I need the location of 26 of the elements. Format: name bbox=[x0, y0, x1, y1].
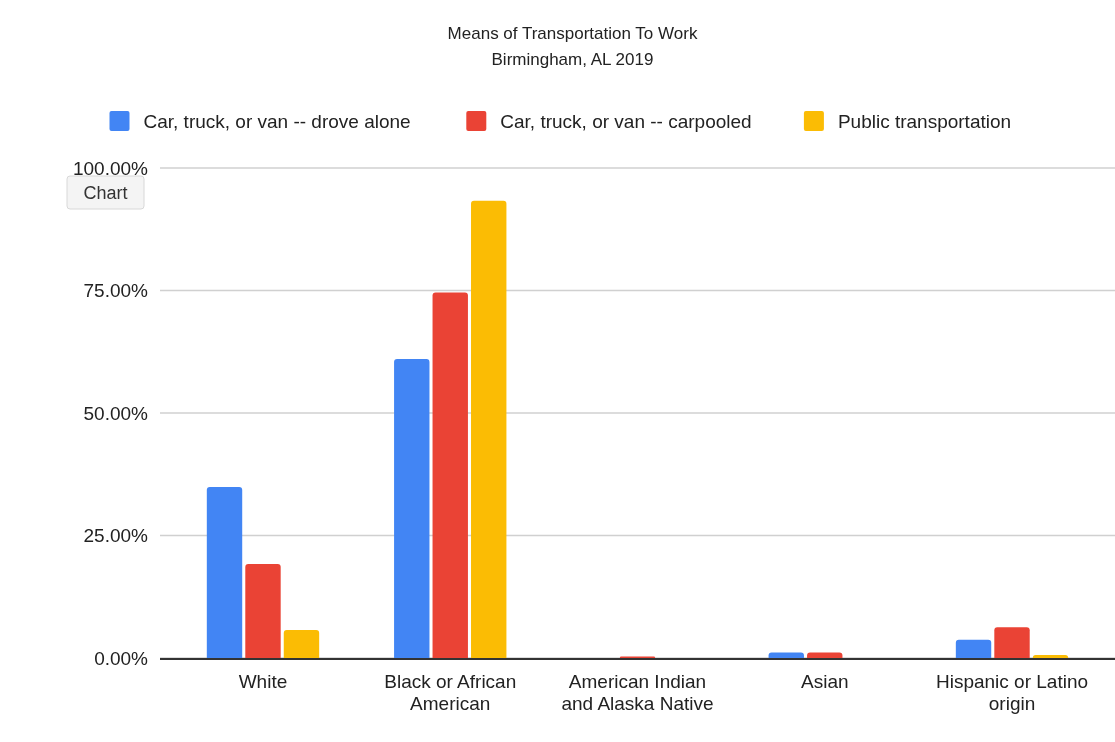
chart-subtitle: Birmingham, AL 2019 bbox=[491, 50, 654, 69]
bar bbox=[432, 292, 468, 658]
bar bbox=[994, 627, 1030, 658]
bar bbox=[1032, 655, 1069, 658]
bar bbox=[471, 200, 507, 658]
legend-label: Public transportation bbox=[837, 111, 1012, 132]
bar bbox=[768, 652, 804, 658]
legend-label: Car, truck, or van -- carpooled bbox=[500, 111, 752, 132]
chart-title: Means of Transportation To Work bbox=[447, 24, 698, 43]
y-tick-label: 0.00% bbox=[94, 647, 149, 669]
y-tick-label: 75.00% bbox=[83, 280, 149, 302]
y-tick-label: 25.00% bbox=[83, 525, 149, 547]
legend-label: Car, truck, or van -- drove alone bbox=[143, 111, 411, 132]
x-tick-label: Hispanic or Latino origin bbox=[935, 671, 1089, 714]
bar bbox=[245, 563, 281, 658]
bar bbox=[283, 630, 320, 658]
x-tick-label: White bbox=[238, 671, 288, 692]
bar bbox=[206, 486, 243, 658]
bar bbox=[394, 359, 430, 658]
y-tick-label: 50.00% bbox=[83, 402, 149, 424]
bar bbox=[955, 639, 992, 658]
x-tick-label: American Indian and Alaska Native bbox=[561, 671, 714, 714]
x-tick-label: Asian bbox=[800, 671, 849, 692]
bar bbox=[807, 652, 843, 658]
x-tick-label: Black or African American bbox=[384, 671, 517, 714]
chart-tooltip: Chart bbox=[66, 175, 145, 210]
